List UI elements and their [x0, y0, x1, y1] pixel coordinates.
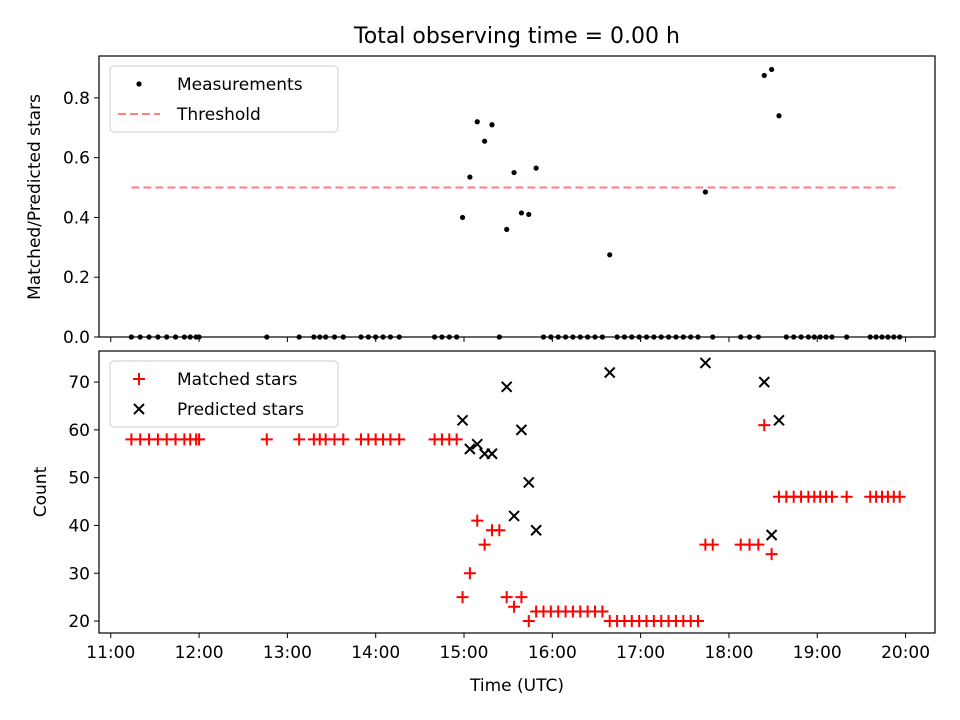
ratio-plot-frame	[98, 55, 936, 338]
matched-stars-point	[393, 433, 406, 446]
y-tick-label: 0.4	[63, 208, 90, 228]
measurement-point	[482, 138, 488, 144]
predicted-stars-point	[456, 414, 469, 427]
matched-stars-point	[508, 600, 521, 613]
matched-stars-point	[337, 433, 350, 446]
threshold-legend-label: Threshold	[176, 105, 261, 125]
matched-stars-point	[471, 514, 484, 527]
y-tick-label: 50	[68, 469, 90, 489]
matched-stars-point	[825, 490, 838, 503]
predicted-stars-point	[758, 376, 770, 388]
x-tick-label: 15:00	[440, 643, 489, 663]
x-tick-label: 18:00	[704, 643, 753, 663]
measurements-legend-marker	[136, 81, 142, 87]
measurement-point	[769, 66, 775, 73]
measurement-point	[489, 122, 495, 128]
predicted-stars-legend-marker	[133, 403, 145, 415]
measurement-point	[504, 226, 510, 232]
predicted-stars-point	[523, 476, 535, 489]
y-axis-label: Matched/Predicted stars	[25, 94, 45, 300]
matched-stars-point	[293, 433, 306, 446]
predicted-stars-legend-label: Predicted stars	[177, 400, 304, 420]
measurement-point	[533, 165, 539, 171]
matched-stars-point	[692, 615, 705, 628]
measurement-point	[459, 214, 466, 221]
x-tick-label: 20:00	[881, 643, 930, 663]
measurement-point	[467, 174, 473, 180]
chart-title: Total observing time = 0.00 h	[353, 24, 680, 49]
predicted-stars-point	[471, 438, 483, 450]
matched-stars-point	[522, 615, 535, 628]
count-plot-marks	[125, 357, 906, 628]
x-tick-label: 16:00	[528, 643, 577, 663]
y-tick-label: 0.2	[63, 268, 90, 288]
predicted-stars-point	[486, 448, 498, 460]
y-tick-label: 70	[68, 373, 90, 393]
matched-stars-legend-label: Matched stars	[177, 370, 297, 390]
ratio-axes: 0.0 0.2 0.4 0.6 0.8	[63, 89, 907, 348]
y-tick-label: 30	[68, 564, 90, 584]
predicted-stars-point	[604, 366, 616, 379]
measurement-point	[607, 252, 613, 258]
predicted-stars-point	[765, 529, 778, 541]
count-legend-box	[109, 360, 339, 428]
count-plot-frame	[98, 350, 936, 634]
matched-stars-point	[752, 538, 765, 551]
count-panel: Time (UTC) Count 20 30 40 50 60 70 11:00 12:00 1…	[31, 350, 936, 696]
matched-stars-legend-marker	[133, 373, 145, 385]
measurement-point	[761, 72, 767, 79]
measurement-point	[511, 169, 517, 176]
matched-stars-point	[706, 538, 719, 551]
count-axes: 20 30 40 50 60 70 11:00 12:00 13:00 14:00 15:00 16:…	[68, 373, 930, 663]
predicted-stars-point	[699, 357, 712, 369]
matched-stars-point	[515, 591, 528, 604]
matched-stars-point	[758, 419, 771, 432]
matched-stars-point	[450, 433, 463, 446]
x-axis-label: Time (UTC)	[469, 676, 564, 696]
predicted-stars-point	[508, 510, 520, 522]
matched-stars-point	[500, 591, 513, 604]
ratio-panel: Total observing time = 0.00 h Matched/Pr…	[25, 24, 936, 348]
measurement-point	[776, 113, 782, 119]
x-tick-label: 14:00	[351, 643, 400, 663]
measurement-point	[474, 119, 480, 125]
matched-stars-point	[463, 567, 476, 580]
ratio-legend: Measurements Threshold	[109, 65, 339, 133]
matched-stars-point	[260, 433, 273, 446]
matched-stars-point	[193, 433, 206, 446]
matched-stars-point	[478, 538, 491, 551]
predicted-stars-point	[500, 381, 513, 393]
matched-stars-point	[840, 490, 853, 503]
measurement-point	[518, 210, 525, 216]
ratio-legend-box	[109, 65, 339, 133]
x-tick-label: 19:00	[793, 643, 842, 663]
y-tick-label: 40	[68, 516, 90, 536]
matched-stars-point	[765, 548, 778, 561]
predicted-stars-point	[515, 424, 528, 436]
predicted-stars-point	[773, 414, 785, 427]
matched-stars-point	[456, 591, 469, 604]
predicted-stars-point	[464, 443, 476, 455]
measurement-point	[526, 211, 532, 218]
y-tick-label: 0.6	[63, 149, 90, 169]
measurement-point	[702, 189, 708, 195]
x-tick-label: 13:00	[263, 643, 312, 663]
x-tick-label: 11:00	[86, 643, 135, 663]
x-tick-label: 17:00	[616, 643, 665, 663]
y-tick-label: 0.8	[63, 89, 90, 109]
matched-stars-point	[893, 490, 906, 503]
matched-stars-point	[596, 605, 609, 618]
matched-stars-point	[493, 524, 506, 537]
predicted-stars-point	[530, 524, 542, 536]
x-tick-label: 12:00	[175, 643, 224, 663]
count-legend: Matched stars Predicted stars	[109, 360, 339, 428]
y-axis-label: Count	[31, 466, 51, 517]
y-tick-label: 0.0	[63, 328, 90, 348]
measurements-legend-label: Measurements	[177, 75, 303, 95]
y-tick-label: 60	[68, 421, 90, 441]
y-tick-label: 20	[68, 612, 90, 632]
